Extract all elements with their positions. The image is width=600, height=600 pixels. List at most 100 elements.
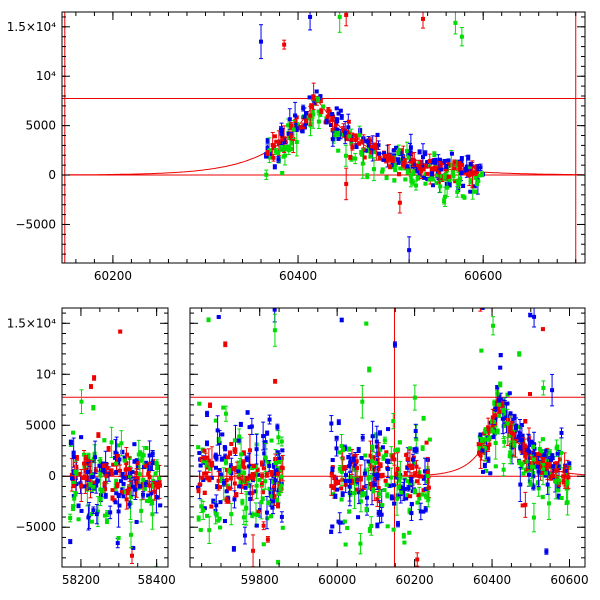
data-point-blue-491 — [237, 484, 242, 489]
data-point-green-403 — [278, 146, 283, 151]
data-point-red-239 — [440, 178, 445, 183]
data-point-blue-724 — [414, 448, 419, 453]
data-point-green-169 — [71, 505, 76, 510]
data-point-green-412 — [347, 134, 352, 139]
data-point-red-145 — [124, 461, 129, 466]
data-point-green-734 — [412, 489, 417, 494]
data-point-green-196 — [71, 430, 76, 435]
data-point-red-369 — [224, 478, 229, 483]
data-point-red-79 — [93, 468, 98, 473]
data-point-red-247 — [344, 137, 349, 142]
data-point-red-276 — [202, 490, 207, 495]
data-point-red-197 — [124, 452, 129, 457]
data-point-green-634 — [389, 475, 394, 480]
data-point-blue-57 — [114, 451, 119, 456]
data-point-green-642 — [367, 462, 372, 467]
data-point-red-499 — [261, 466, 266, 471]
data-point-red-45 — [399, 149, 404, 154]
data-point-green-695 — [391, 419, 396, 424]
data-point-green-519 — [236, 465, 241, 470]
data-point-blue-136 — [120, 472, 125, 477]
data-point-green-32 — [116, 443, 121, 448]
data-point-blue-179 — [468, 167, 473, 172]
plot-frame — [61, 307, 169, 568]
data-point-blue-66 — [86, 515, 91, 520]
data-point-red-698 — [403, 471, 408, 476]
data-point-green-151 — [116, 536, 121, 541]
data-point-red-236 — [83, 468, 88, 473]
data-point-green-85 — [82, 464, 87, 469]
data-point-blue-238 — [133, 487, 138, 492]
data-point-blue-83 — [446, 158, 451, 163]
data-point-green-632 — [337, 466, 342, 471]
data-point-blue-82 — [79, 508, 84, 513]
data-point-green-414 — [260, 496, 265, 501]
data-point-blue-321 — [272, 164, 277, 169]
data-point-green-234 — [91, 405, 96, 410]
data-point-red-149 — [74, 455, 79, 460]
data-point-red-395 — [417, 165, 422, 170]
data-point-blue-277 — [286, 131, 291, 136]
data-point-green-410 — [255, 513, 260, 518]
data-point-blue-99 — [123, 476, 128, 481]
data-point-blue-228 — [134, 519, 139, 524]
data-point-green-480 — [201, 459, 206, 464]
data-point-green-482 — [250, 466, 255, 471]
data-point-blue-104 — [132, 442, 137, 447]
data-point-blue-324 — [300, 129, 305, 134]
data-point-green-415 — [232, 438, 237, 443]
data-point-red-332 — [273, 379, 278, 384]
data-point-green-190 — [442, 199, 447, 204]
data-point-green-505 — [276, 560, 281, 565]
data-point-green-135 — [447, 178, 452, 183]
data-point-green-343 — [199, 504, 204, 509]
data-point-red-214 — [446, 163, 451, 168]
data-point-blue-97 — [265, 138, 270, 143]
data-point-green-95 — [359, 150, 364, 155]
data-point-green-364 — [371, 167, 376, 172]
data-point-green-406 — [405, 169, 410, 174]
data-point-blue-429 — [197, 451, 202, 456]
data-point-green-140 — [98, 487, 103, 492]
data-point-red-147 — [157, 483, 162, 488]
data-point-red-385 — [225, 467, 230, 472]
data-point-blue-611 — [392, 501, 397, 506]
data-point-red-321 — [240, 479, 245, 484]
data-point-blue-43 — [154, 494, 159, 499]
data-point-blue-385 — [396, 160, 401, 165]
data-point-green-344 — [244, 506, 249, 511]
data-point-green-358 — [451, 174, 456, 179]
data-point-green-174 — [151, 483, 156, 488]
data-point-red-310 — [206, 458, 211, 463]
data-point-blue-636 — [409, 501, 414, 506]
data-point-blue-422 — [213, 453, 218, 458]
data-point-green-717 — [398, 490, 403, 495]
data-point-green-532 — [360, 399, 365, 404]
data-point-red-704 — [342, 466, 347, 471]
data-point-red-458 — [249, 475, 254, 480]
data-point-blue-653 — [329, 529, 334, 534]
data-point-red-91 — [111, 462, 116, 467]
data-point-green-175 — [264, 172, 269, 177]
data-point-blue-755 — [347, 479, 352, 484]
data-point-red-214 — [74, 465, 79, 470]
data-point-green-54 — [477, 173, 482, 178]
data-point-red-342 — [256, 509, 261, 514]
data-point-red-710 — [376, 485, 381, 490]
data-point-red-42 — [333, 121, 338, 126]
data-point-blue-494 — [274, 469, 279, 474]
data-point-blue-295 — [330, 137, 335, 142]
data-point-green-411 — [279, 474, 284, 479]
data-point-green-736 — [347, 447, 352, 452]
data-point-blue-517 — [261, 434, 266, 439]
data-point-blue-48 — [146, 493, 151, 498]
data-point-green-194 — [316, 109, 321, 114]
data-point-green-483 — [272, 328, 277, 333]
data-point-blue-488 — [275, 425, 280, 430]
data-point-red-225 — [353, 133, 358, 138]
data-point-green-235 — [480, 172, 485, 177]
data-point-green-440 — [257, 477, 262, 482]
data-point-red-595 — [378, 463, 383, 468]
data-point-green-123 — [286, 123, 291, 128]
data-point-red-269 — [205, 465, 210, 470]
